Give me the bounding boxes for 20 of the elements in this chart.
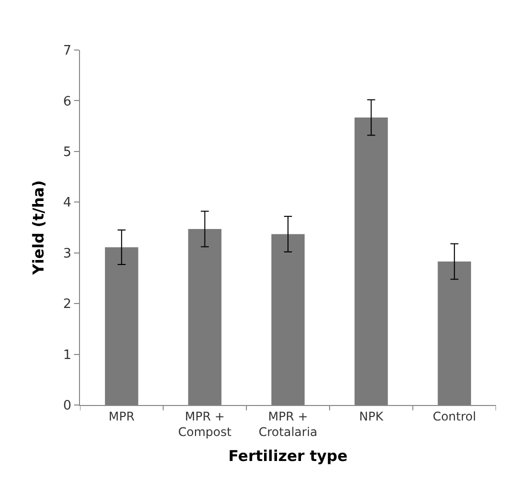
x-axis-title: Fertilizer type (228, 447, 348, 465)
bar (271, 234, 305, 405)
x-tick-label: MPR + Compost (178, 409, 232, 439)
y-tick-label: 3 (63, 246, 72, 262)
y-tick-label: 0 (63, 398, 72, 414)
y-tick-label: 5 (63, 144, 72, 160)
y-tick-label: 4 (63, 196, 72, 211)
bar (354, 117, 388, 405)
bar (104, 247, 138, 405)
x-tick-label: MPR (108, 409, 135, 424)
y-axis-title: Yield (t/ha) (29, 180, 48, 276)
y-tick-label: 7 (63, 44, 72, 59)
bar (438, 261, 472, 405)
y-tick-label: 1 (63, 348, 72, 363)
bar (188, 229, 222, 405)
y-tick-label: 2 (63, 297, 72, 312)
x-tick-label: MPR + Crotalaria (258, 409, 318, 439)
x-tick-label: Control (432, 409, 476, 424)
y-tick-label: 6 (63, 94, 72, 110)
x-tick-label: NPK (359, 409, 384, 424)
